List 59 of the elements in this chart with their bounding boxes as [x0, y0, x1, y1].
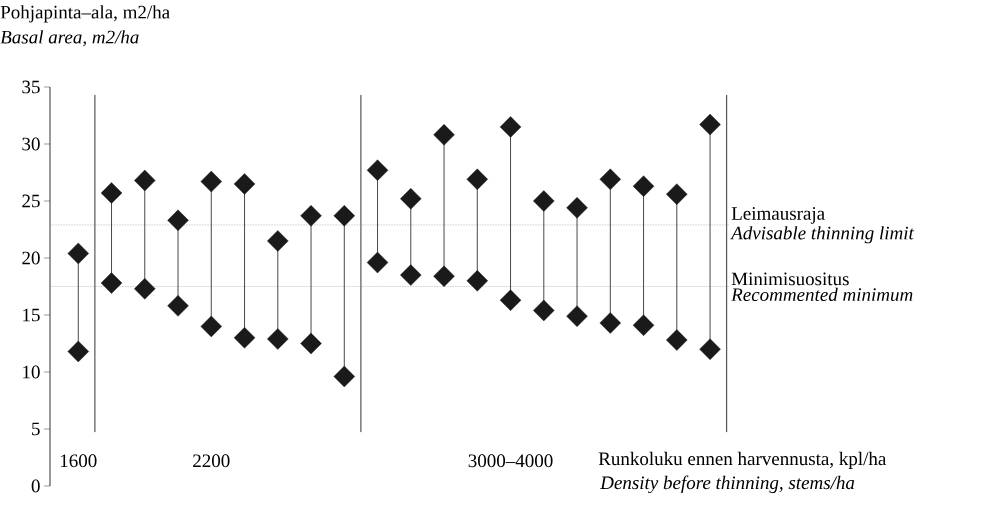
point: [566, 305, 588, 327]
y-tick-label: 15: [23, 308, 40, 322]
point: [433, 124, 455, 146]
point: [533, 299, 555, 322]
point: [666, 183, 688, 205]
y-tick-label: 20: [22, 251, 40, 265]
ref-line-label: Minimisuositus: [731, 272, 849, 286]
point: [499, 289, 522, 311]
point: [100, 182, 123, 204]
y-axis-title: Pohjapinta–ala, m2/ha: [0, 5, 170, 23]
y-tick-label: 25: [22, 194, 40, 208]
y-tick-label: 10: [23, 365, 40, 379]
point: [300, 332, 322, 355]
point: [400, 264, 422, 286]
point: [67, 242, 89, 265]
point: [533, 190, 555, 212]
point: [366, 251, 389, 274]
x-tick-label: 3000–4000: [468, 454, 553, 468]
point: [333, 205, 355, 227]
point: [599, 312, 621, 334]
y-tick-label: 5: [32, 422, 40, 436]
point: [699, 338, 721, 360]
point: [499, 116, 522, 138]
point: [400, 188, 422, 210]
point: [134, 278, 156, 300]
point: [167, 209, 189, 232]
point: [632, 314, 655, 336]
annotation: Density before thinning, stems/ha: [599, 475, 855, 494]
point: [300, 205, 322, 227]
point: [599, 168, 621, 191]
point: [632, 175, 655, 197]
point: [67, 340, 89, 363]
y-tick-label: 0: [31, 479, 40, 493]
y-tick-label: 35: [22, 80, 40, 94]
point: [666, 329, 688, 351]
point: [167, 295, 189, 317]
point: [366, 159, 389, 181]
point: [233, 173, 256, 195]
ref-line-label: Leimausraja: [731, 207, 825, 224]
point: [466, 168, 488, 191]
point: [100, 272, 123, 294]
point: [200, 170, 222, 193]
point: [267, 328, 289, 350]
x-axis-title: Runkoluku ennen harvennusta, kpl/ha: [598, 451, 887, 470]
point: [699, 113, 721, 136]
y-tick-label: 30: [22, 137, 40, 151]
point: [233, 327, 256, 349]
text: Advisable thinning limit: [730, 226, 915, 244]
point: [466, 270, 488, 292]
point: [433, 265, 455, 287]
point: [566, 197, 588, 219]
point: [200, 315, 222, 338]
text: Recommented minimum: [731, 287, 913, 302]
point: [333, 365, 355, 388]
x-tick-label: 1600: [60, 454, 97, 468]
x-tick-label: 2200: [193, 454, 230, 468]
text: Basal area, m2/ha: [0, 30, 139, 47]
point: [267, 230, 289, 252]
point: [134, 169, 156, 192]
